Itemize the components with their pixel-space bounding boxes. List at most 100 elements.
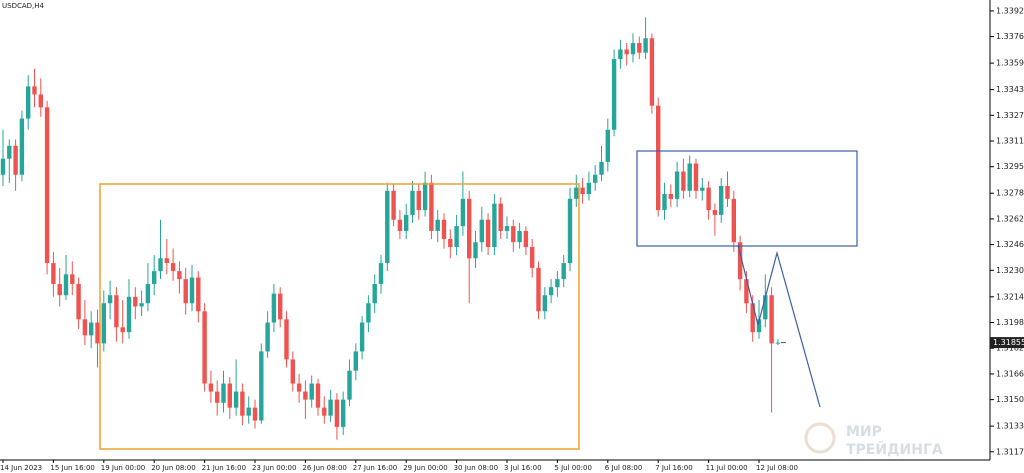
candle-body	[719, 185, 724, 215]
y-tick-label: 1.31660	[996, 369, 1024, 378]
y-tick-label: 1.33760	[996, 32, 1024, 41]
x-tick-label: 20 Jun 08:00	[151, 464, 195, 472]
candle-body	[89, 322, 94, 336]
candle-body	[492, 203, 497, 248]
candle-body	[611, 59, 617, 130]
candle-body	[353, 351, 358, 371]
candle-body	[296, 383, 302, 392]
candle-body	[246, 407, 251, 416]
candle-body	[164, 258, 169, 264]
candle-body	[359, 322, 365, 352]
x-tick-label: 5 Jul 00:00	[554, 464, 592, 472]
x-tick-label: 14 Jun 2023	[0, 464, 42, 472]
candle-body	[133, 296, 138, 307]
projection-line	[737, 244, 821, 408]
candle-body	[139, 303, 144, 307]
x-tick-label: 30 Jun 08:00	[454, 464, 498, 472]
candle-body	[498, 203, 503, 231]
candle-body	[523, 230, 529, 248]
candle-body	[177, 271, 182, 280]
candle-body	[13, 145, 18, 175]
candle-body	[372, 283, 377, 304]
candle-body	[422, 182, 428, 211]
watermark-text: МИР	[846, 424, 882, 440]
candle-body	[114, 295, 119, 328]
watermark: МИР ТРЕЙДИНГА	[804, 422, 943, 458]
candle-body	[454, 226, 459, 248]
candle-body	[391, 190, 396, 220]
candle-body	[404, 214, 409, 231]
candle-body	[76, 283, 81, 320]
candle-body	[750, 303, 755, 333]
candle-body	[731, 198, 736, 243]
candle-body	[662, 194, 667, 211]
candle-body	[126, 296, 132, 333]
x-tick-label: 6 Jul 08:00	[605, 464, 643, 472]
y-tick-label: 1.32785	[996, 189, 1024, 198]
candle-body	[19, 118, 25, 175]
candle-body	[278, 293, 283, 320]
candle-body	[63, 274, 69, 296]
candle-body	[687, 163, 692, 191]
y-tick-label: 1.31980	[996, 318, 1024, 327]
candle-body	[593, 174, 598, 183]
last-price-box	[990, 337, 1024, 349]
candle-body	[183, 279, 188, 304]
candle-body	[681, 171, 686, 191]
candle-body	[700, 187, 705, 191]
candle-body	[170, 263, 176, 272]
candle-body	[416, 190, 421, 211]
candle-body	[51, 263, 56, 284]
candle-body	[756, 319, 762, 333]
candle-body	[309, 383, 314, 400]
candle-body	[145, 283, 151, 304]
last-price-label: 1.31855	[993, 338, 1024, 347]
y-tick-label: 1.33920	[996, 6, 1024, 15]
candle-body	[189, 277, 195, 304]
candle-body	[561, 263, 566, 280]
candle-body	[208, 383, 214, 392]
candle-body	[555, 279, 560, 288]
x-tick-label: 7 Jul 16:00	[655, 464, 693, 472]
candle-body	[763, 295, 768, 320]
chart-title: USDCAD,H4	[2, 2, 45, 10]
x-tick-label: 15 Jun 16:00	[50, 464, 94, 472]
candle-body	[737, 242, 743, 280]
y-tick-label: 1.31500	[996, 395, 1024, 404]
candle-body	[397, 219, 403, 231]
candle-body	[26, 86, 31, 119]
candle-body	[599, 161, 604, 175]
y-tick-label: 1.31820	[996, 344, 1024, 353]
candle-body	[567, 198, 573, 264]
candle-body	[706, 187, 711, 211]
candle-body	[511, 226, 516, 243]
candle-body	[259, 351, 264, 421]
x-tick-label: 23 Jun 00:00	[252, 464, 296, 472]
candle-body	[586, 182, 592, 195]
candle-body	[120, 327, 125, 333]
candle-body	[32, 86, 37, 95]
y-tick-label: 1.32625	[996, 214, 1024, 223]
candle-body	[580, 187, 585, 195]
candle-body	[649, 38, 655, 106]
candle-body	[630, 43, 636, 55]
candle-body	[467, 198, 472, 259]
candle-body	[70, 274, 75, 284]
candle-body	[202, 311, 207, 384]
candle-body	[429, 182, 434, 231]
candle-body	[271, 293, 277, 323]
candle-body	[315, 383, 321, 408]
candle-body	[712, 210, 718, 215]
candle-body	[215, 391, 220, 403]
candle-body	[158, 258, 163, 272]
candle-body	[152, 271, 157, 284]
x-tick-label: 27 Jun 16:00	[353, 464, 397, 472]
candle-body	[221, 383, 226, 403]
candle-body	[265, 322, 270, 352]
candle-body	[366, 303, 371, 323]
y-tick-label: 1.32950	[996, 162, 1024, 171]
candle-body	[240, 391, 245, 416]
x-tick-label: 12 Jul 08:00	[756, 464, 798, 472]
candle-body	[95, 322, 100, 344]
candle-body	[542, 295, 547, 312]
